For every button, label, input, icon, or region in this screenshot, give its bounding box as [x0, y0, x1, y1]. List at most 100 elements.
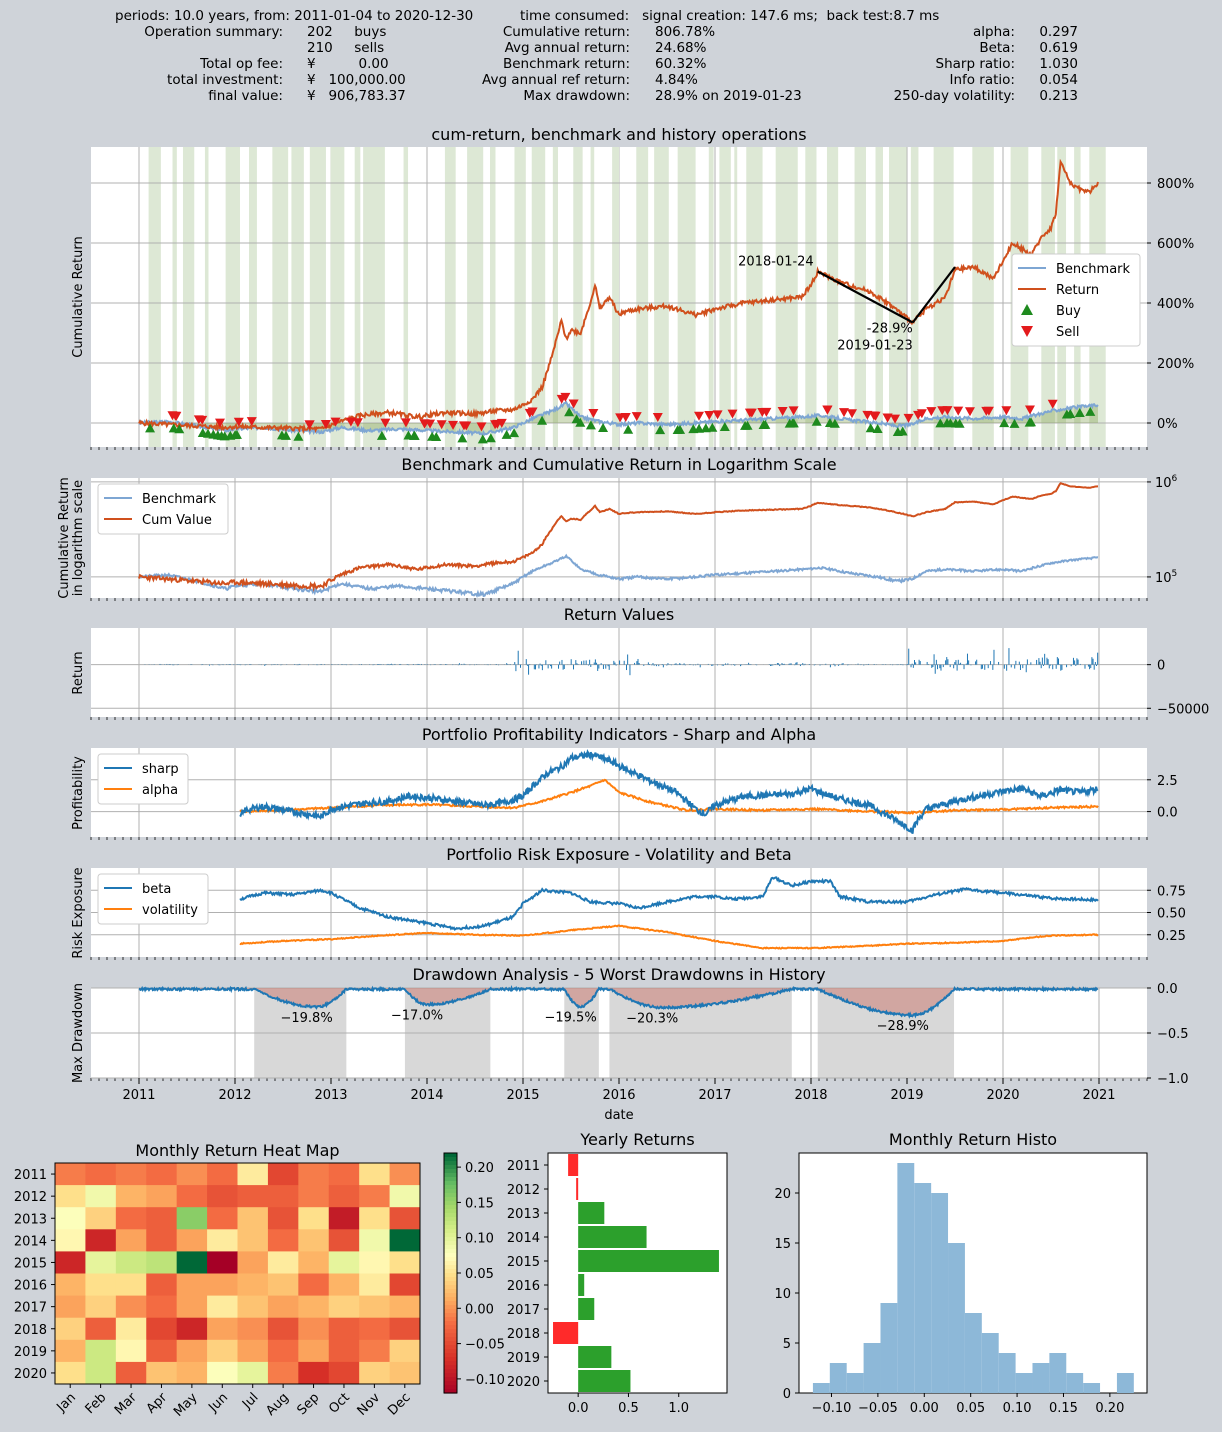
sell-marker — [838, 408, 849, 418]
heatmap-col-label: Nov — [355, 1390, 384, 1419]
yearly-title: Yearly Returns — [579, 1130, 694, 1149]
histo-bar — [1066, 1373, 1084, 1393]
colorbar-segment — [444, 1181, 457, 1186]
buy-marker — [485, 433, 496, 443]
heatmap-row-label: 2013 — [14, 1212, 47, 1227]
sell-marker — [436, 420, 447, 430]
x-tick-label: 2012 — [218, 1088, 251, 1103]
yearly-category-label: 2012 — [507, 1183, 540, 1198]
heatmap-cell — [85, 1339, 117, 1363]
heatmap-row-label: 2015 — [14, 1256, 47, 1271]
hold-span — [467, 147, 484, 447]
drawdown-label: −28.9% — [877, 1019, 929, 1034]
cum-value-log-line — [138, 482, 1098, 592]
colorbar-segment — [444, 1309, 457, 1314]
drawdown-label: −19.8% — [280, 1011, 332, 1026]
recovery-arrow — [911, 266, 956, 324]
summary-v2-3: 4.84% — [655, 72, 698, 88]
heatmap-cell — [146, 1295, 178, 1319]
sell-marker — [345, 417, 356, 427]
heatmap-cell — [146, 1339, 178, 1363]
buy-marker — [672, 424, 683, 434]
heatmap-cell — [207, 1317, 238, 1341]
heatmap-cell — [298, 1295, 330, 1319]
heatmap-cell — [55, 1207, 86, 1230]
heatmap-cell — [328, 1163, 360, 1186]
heatmap-col-label: Feb — [83, 1390, 110, 1417]
drawdown-label: −17.0% — [391, 1008, 443, 1023]
heatmap-col-label: Oct — [326, 1390, 353, 1417]
buy-marker — [537, 415, 548, 425]
heatmap-cell — [176, 1361, 208, 1385]
colorbar-segment — [444, 1173, 457, 1178]
heatmap-cell — [207, 1295, 238, 1319]
heatmap-cell — [115, 1273, 147, 1297]
heatmap-row-label: 2016 — [14, 1279, 47, 1294]
heatmap-cell — [237, 1273, 269, 1297]
yearly-category-label: 2016 — [507, 1279, 540, 1294]
x-tick-label: 0.05 — [956, 1401, 985, 1416]
heatmap-cell — [85, 1317, 117, 1341]
heatmap-cell — [146, 1273, 178, 1297]
heatmap-cell — [359, 1163, 391, 1186]
y-axis-label: Risk Exposure — [71, 867, 86, 958]
colorbar-segment — [444, 1349, 457, 1354]
legend-label: volatility — [142, 903, 198, 918]
x-tick-label: 2011 — [122, 1088, 155, 1103]
colorbar-segment — [444, 1153, 457, 1158]
buy-marker — [509, 428, 520, 438]
histo-bar — [931, 1193, 949, 1393]
colorbar-segment — [444, 1313, 457, 1318]
histo-bar — [880, 1303, 898, 1393]
sell-marker — [822, 405, 833, 415]
heatmap-cell — [389, 1207, 421, 1230]
heatmap-cell — [207, 1273, 238, 1297]
colorbar-segment — [444, 1205, 457, 1210]
x-tick-label: 0.10 — [1003, 1401, 1032, 1416]
colorbar-segment — [444, 1365, 457, 1370]
histo-bar — [914, 1183, 932, 1393]
heatmap-cell — [328, 1273, 360, 1297]
heatmap-cell — [328, 1185, 360, 1208]
sell-marker — [197, 415, 208, 425]
heatmap-row-label: 2011 — [14, 1168, 47, 1183]
peak-date-label: 2018-01-24 — [738, 255, 814, 270]
heatmap-cell — [237, 1295, 269, 1319]
heatmap-cell — [237, 1361, 269, 1385]
y-tick-label: −50000 — [1157, 702, 1209, 717]
y-tick-label: 0% — [1157, 417, 1178, 432]
hold-span — [531, 147, 546, 447]
sharp-line — [239, 749, 1099, 834]
histo-bar — [863, 1343, 881, 1393]
y-tick-label: 400% — [1157, 297, 1194, 312]
panel-title: Benchmark and Cumulative Return in Logar… — [401, 455, 836, 474]
heatmap-cell — [298, 1273, 330, 1297]
heatmap-cell — [389, 1185, 421, 1208]
panel-title: Portfolio Profitability Indicators - Sha… — [422, 725, 816, 744]
heatmap-cell — [55, 1295, 86, 1319]
heatmap-cell — [359, 1317, 391, 1341]
yearly-bar — [553, 1322, 579, 1344]
x-tick-label: 0.00 — [910, 1401, 939, 1416]
sell-marker — [694, 411, 705, 421]
sell-marker — [870, 411, 881, 421]
heatmap-cell — [176, 1295, 208, 1319]
buy-marker — [865, 423, 876, 433]
legend-box — [97, 483, 229, 535]
colorbar-segment — [444, 1301, 457, 1306]
hold-span — [148, 147, 161, 447]
histo-bar — [812, 1383, 830, 1393]
sell-marker — [246, 417, 257, 427]
heatmap-col-label: Aug — [263, 1390, 292, 1419]
heatmap-cell — [328, 1339, 360, 1363]
summary-l1-3: total investment: — [167, 72, 283, 88]
sell-marker — [215, 418, 226, 428]
yearly-category-label: 2019 — [507, 1351, 540, 1366]
heatmap-cell — [328, 1207, 360, 1230]
hold-span — [677, 147, 696, 447]
alpha-line — [239, 778, 1099, 816]
heatmap-cell — [55, 1251, 86, 1274]
heatmap-cell — [328, 1295, 360, 1319]
heatmap-cell — [115, 1163, 147, 1186]
hold-span — [826, 147, 839, 447]
